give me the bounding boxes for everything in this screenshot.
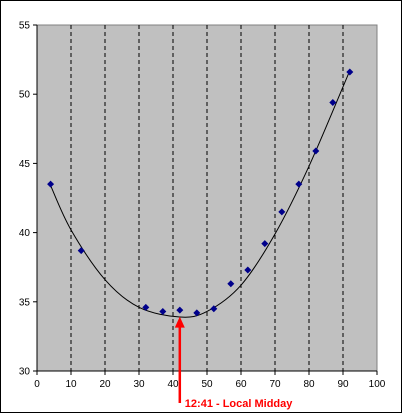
x-tick-label: 0 xyxy=(34,379,40,390)
data-point xyxy=(312,147,320,155)
data-points xyxy=(47,68,354,317)
x-tick-label: 10 xyxy=(65,379,77,390)
x-tick-label: 30 xyxy=(133,379,145,390)
data-point xyxy=(77,247,85,255)
y-tick-label: 30 xyxy=(19,367,31,378)
x-tick-label: 60 xyxy=(235,379,247,390)
data-point xyxy=(329,99,337,107)
data-point xyxy=(346,68,354,76)
data-point xyxy=(244,266,252,274)
vertical-grid xyxy=(70,25,344,371)
y-tick-labels: 30 35 40 45 50 55 xyxy=(19,21,31,378)
x-tick-labels: 0 10 20 30 40 50 60 70 80 90 100 xyxy=(34,379,386,390)
x-tick-label: 90 xyxy=(337,379,349,390)
x-tick-label: 20 xyxy=(99,379,111,390)
y-tick-label: 55 xyxy=(19,21,31,32)
x-tick-label: 50 xyxy=(201,379,213,390)
data-point xyxy=(193,309,201,317)
annotation-label: 12:41 - Local Midday xyxy=(185,398,293,410)
data-point xyxy=(47,180,55,188)
annotation: 12:41 - Local Midday xyxy=(174,316,293,410)
axes xyxy=(33,24,378,375)
data-point xyxy=(227,280,235,288)
annotation-arrow-head xyxy=(174,316,185,328)
data-point xyxy=(261,240,269,248)
data-point xyxy=(295,180,303,188)
data-point xyxy=(159,307,167,315)
x-tick-label: 70 xyxy=(269,379,281,390)
data-point xyxy=(142,303,150,311)
y-tick-label: 35 xyxy=(19,297,31,308)
y-tick-label: 45 xyxy=(19,159,31,170)
data-point xyxy=(176,306,184,314)
trendline xyxy=(50,70,351,318)
y-tick-label: 40 xyxy=(19,228,31,239)
y-tick-label: 50 xyxy=(19,90,31,101)
data-point xyxy=(210,305,218,313)
x-tick-label: 80 xyxy=(303,379,315,390)
x-tick-label: 100 xyxy=(369,379,386,390)
data-point xyxy=(278,208,286,216)
x-tick-label: 40 xyxy=(167,379,179,390)
